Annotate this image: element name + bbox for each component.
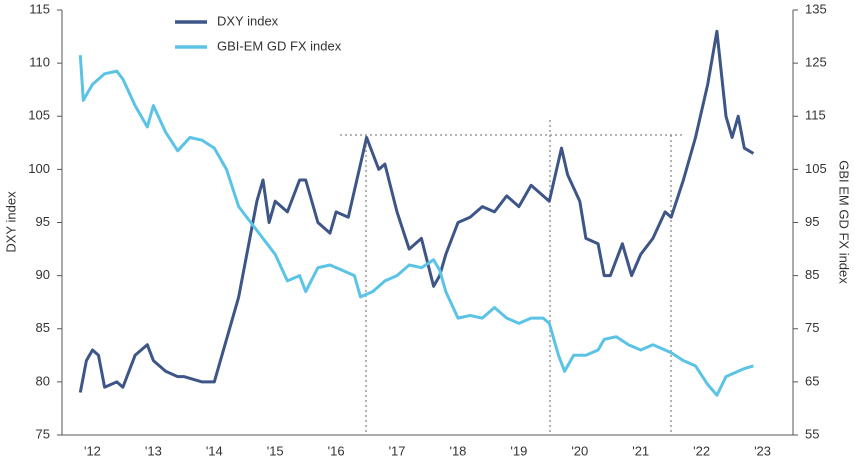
y-tick-label: 90: [36, 267, 50, 282]
series-line: [78, 55, 754, 397]
y-tick-label: 115: [29, 1, 50, 16]
legend-label: DXY index: [217, 13, 279, 28]
x-tick-label: '15: [267, 443, 284, 458]
x-tick-label: '21: [632, 443, 649, 458]
y-axis-label: DXY index: [3, 191, 18, 253]
x-tick-label: '19: [510, 443, 527, 458]
legend-label: GBI-EM GD FX index: [217, 38, 342, 53]
x-tick-label: '14: [206, 443, 223, 458]
x-tick-label: '20: [571, 443, 588, 458]
x-tick-label: '12: [84, 443, 101, 458]
y-tick-label: 105: [28, 108, 50, 123]
reference-lines: [340, 120, 683, 435]
series-line: [78, 29, 755, 393]
y2-tick-label: 85: [805, 267, 819, 282]
y-tick-label: 85: [36, 320, 50, 335]
y-tick-label: 75: [36, 426, 50, 441]
x-tick-label: '16: [328, 443, 345, 458]
x-tick-label: '13: [145, 443, 162, 458]
x-tick-label: '18: [449, 443, 466, 458]
x-tick-label: '22: [693, 443, 710, 458]
y2-tick-label: 95: [805, 214, 819, 229]
y2-tick-label: 135: [805, 1, 827, 16]
y2-tick-label: 105: [805, 161, 827, 176]
y2-tick-label: 115: [805, 108, 826, 123]
y2-tick-label: 125: [805, 55, 827, 70]
y-tick-label: 95: [36, 214, 50, 229]
y2-tick-label: 75: [805, 320, 819, 335]
x-tick-label: '23: [754, 443, 771, 458]
y-tick-label: 80: [36, 373, 50, 388]
y-tick-label: 110: [29, 55, 50, 70]
y2-tick-label: 65: [805, 373, 819, 388]
y2-axis-label: GBI EM GD FX index: [837, 160, 852, 284]
y2-tick-label: 55: [805, 426, 819, 441]
y-tick-label: 100: [28, 161, 50, 176]
x-tick-label: '17: [389, 443, 406, 458]
